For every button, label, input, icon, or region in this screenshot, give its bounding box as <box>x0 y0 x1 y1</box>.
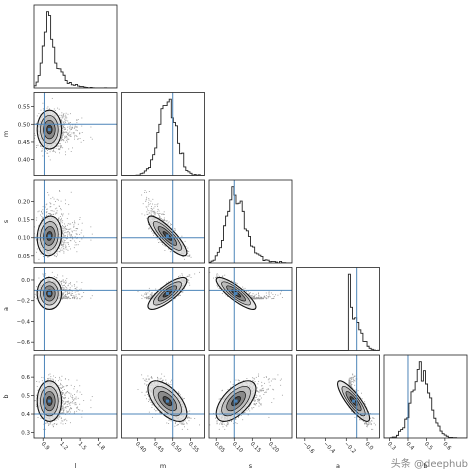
x-tick-label-b: 0.5 <box>423 441 434 452</box>
truth-marker <box>47 399 51 403</box>
scatter-points <box>141 190 200 263</box>
y-tick-label-b: 0.4 <box>21 412 30 418</box>
truth-marker <box>165 399 169 403</box>
panel-m-vs-l: 0.40 0.45 0.50 0.55 m <box>2 92 118 176</box>
histogram-l <box>34 11 117 88</box>
x-tick-label-b: 0.3 <box>386 441 397 452</box>
y-tick-label-a: 0.0 <box>21 278 30 284</box>
truth-marker <box>165 291 169 295</box>
x-tick-label-l: 1.5 <box>77 441 88 452</box>
x-axis-label-l: l <box>75 462 77 470</box>
watermark: 头条 @deephub <box>390 459 468 470</box>
y-tick-label-b: 0.6 <box>21 375 30 381</box>
x-tick-label-b: 0.6 <box>441 441 452 452</box>
panel-frame <box>208 267 293 351</box>
truth-marker <box>234 399 238 403</box>
panel-frame <box>33 92 118 176</box>
panel-a-vs-s <box>208 267 293 351</box>
truth-marker <box>352 399 356 403</box>
x-axis-label-b: b <box>423 462 427 470</box>
x-tick-label-a: 0.0 <box>364 441 375 452</box>
panel-frame <box>33 179 118 264</box>
panel-frame <box>33 4 118 89</box>
x-tick-label-a: −0.6 <box>301 441 315 455</box>
x-tick-label-s: 0.10 <box>231 441 244 454</box>
truth-marker <box>47 128 51 132</box>
truth-marker <box>47 234 51 238</box>
y-tick-label-m: 0.55 <box>18 105 31 111</box>
histogram-m <box>121 98 205 176</box>
panel-frame <box>33 267 118 351</box>
panel-b-vs-s: 0.05 0.10 0.15 0.20 s <box>208 354 293 470</box>
x-tick-label-s: 0.20 <box>267 441 280 454</box>
panel-l-vs-l <box>33 4 118 89</box>
x-axis-label-a: a <box>336 462 340 470</box>
panel-s-vs-m <box>121 179 205 264</box>
panel-m-vs-m <box>121 92 205 176</box>
y-tick-label-a: −0.6 <box>17 340 31 346</box>
y-axis-label-a: a <box>2 307 10 311</box>
truth-marker <box>47 291 51 295</box>
x-tick-label-s: 0.05 <box>213 441 226 454</box>
histogram-b <box>384 361 467 438</box>
panel-b-vs-a: −0.6 −0.4 −0.2 0.0 a <box>296 354 380 470</box>
x-axis-label-s: s <box>249 462 253 470</box>
y-axis-label-b: b <box>2 394 10 398</box>
panel-b-vs-l: 0.9 1.2 1.5 1.8 l 0.3 0.4 0.5 0.6 b <box>2 354 118 470</box>
y-tick-label-b: 0.5 <box>21 394 30 400</box>
truth-marker <box>165 234 169 238</box>
panel-frame <box>121 354 205 439</box>
y-tick-label-a: −0.2 <box>17 299 30 305</box>
panel-frame <box>296 354 380 439</box>
histogram-s <box>209 186 292 263</box>
x-tick-label-l: 0.9 <box>40 441 51 452</box>
y-tick-label-m: 0.45 <box>18 140 31 146</box>
panels: 0.400.450.500.55m0.050.100.150.20s−0.6−0… <box>2 4 468 470</box>
x-axis-label-m: m <box>160 462 166 470</box>
y-tick-label-s: 0.10 <box>18 236 31 242</box>
y-tick-label-s: 0.15 <box>18 218 31 224</box>
panel-frame <box>121 179 205 264</box>
y-tick-label-m: 0.50 <box>18 122 31 128</box>
panel-frame <box>208 354 293 439</box>
panel-b-vs-m: 0.40 0.45 0.50 0.55 m <box>121 354 205 470</box>
x-tick-label-m: 0.50 <box>169 441 182 454</box>
panel-frame <box>296 267 380 351</box>
y-tick-label-a: −0.4 <box>17 319 31 325</box>
panel-a-vs-m <box>121 267 205 351</box>
y-axis-label-m: m <box>2 131 10 137</box>
y-tick-label-b: 0.3 <box>21 430 30 436</box>
histogram-a <box>296 273 380 351</box>
y-axis-label-s: s <box>2 219 10 223</box>
x-tick-label-a: −0.2 <box>343 441 357 455</box>
panel-a-vs-l: −0.6 −0.4 −0.2 0.0 a <box>2 267 118 351</box>
panel-frame <box>121 92 205 176</box>
x-tick-label-a: −0.4 <box>322 441 336 455</box>
y-tick-label-s: 0.05 <box>18 254 31 260</box>
truth-marker <box>234 291 238 295</box>
panel-frame <box>121 267 205 351</box>
y-tick-label-s: 0.20 <box>18 200 31 206</box>
x-tick-label-m: 0.45 <box>152 441 165 454</box>
x-tick-label-m: 0.55 <box>187 441 200 454</box>
panel-frame <box>33 354 118 439</box>
x-tick-label-s: 0.15 <box>249 441 262 454</box>
x-tick-label-l: 1.2 <box>58 441 68 451</box>
panel-a-vs-a <box>296 267 380 351</box>
panel-s-vs-l: 0.05 0.10 0.15 0.20 s <box>2 179 118 264</box>
x-tick-label-l: 1.8 <box>95 441 106 452</box>
x-tick-label-m: 0.40 <box>134 441 147 454</box>
panel-s-vs-s <box>208 179 293 264</box>
panel-b-vs-b: 0.3 0.4 0.5 0.6 b <box>383 354 468 470</box>
panel-frame <box>208 179 293 264</box>
y-tick-label-m: 0.40 <box>18 158 31 164</box>
x-tick-label-b: 0.4 <box>405 441 416 452</box>
panel-frame <box>383 354 468 439</box>
